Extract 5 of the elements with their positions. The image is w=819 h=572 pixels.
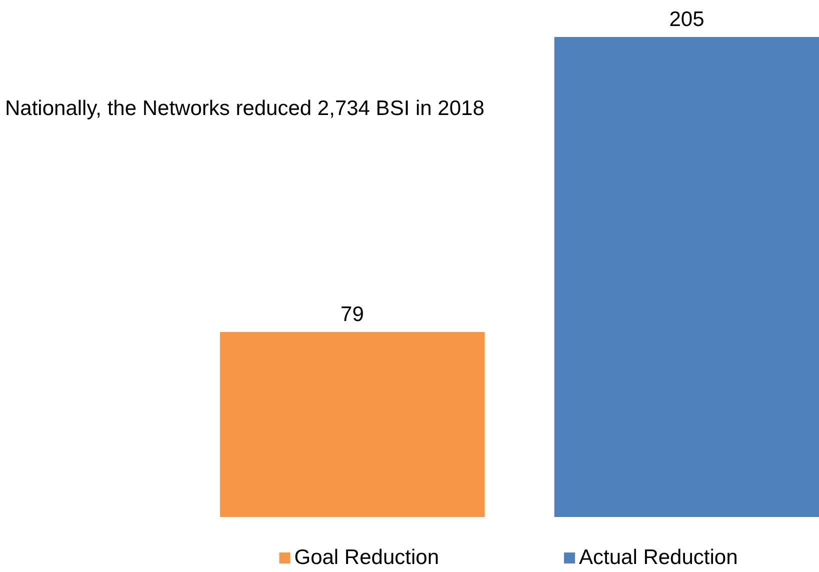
legend-label: Actual Reduction <box>578 546 738 569</box>
data-label: 205 <box>669 8 704 31</box>
data-label: 79 <box>340 303 364 326</box>
legend-label: Goal Reduction <box>294 546 440 569</box>
annotation: Nationally, the Networks reduced 2,734 BSI in 2018 <box>5 97 484 120</box>
